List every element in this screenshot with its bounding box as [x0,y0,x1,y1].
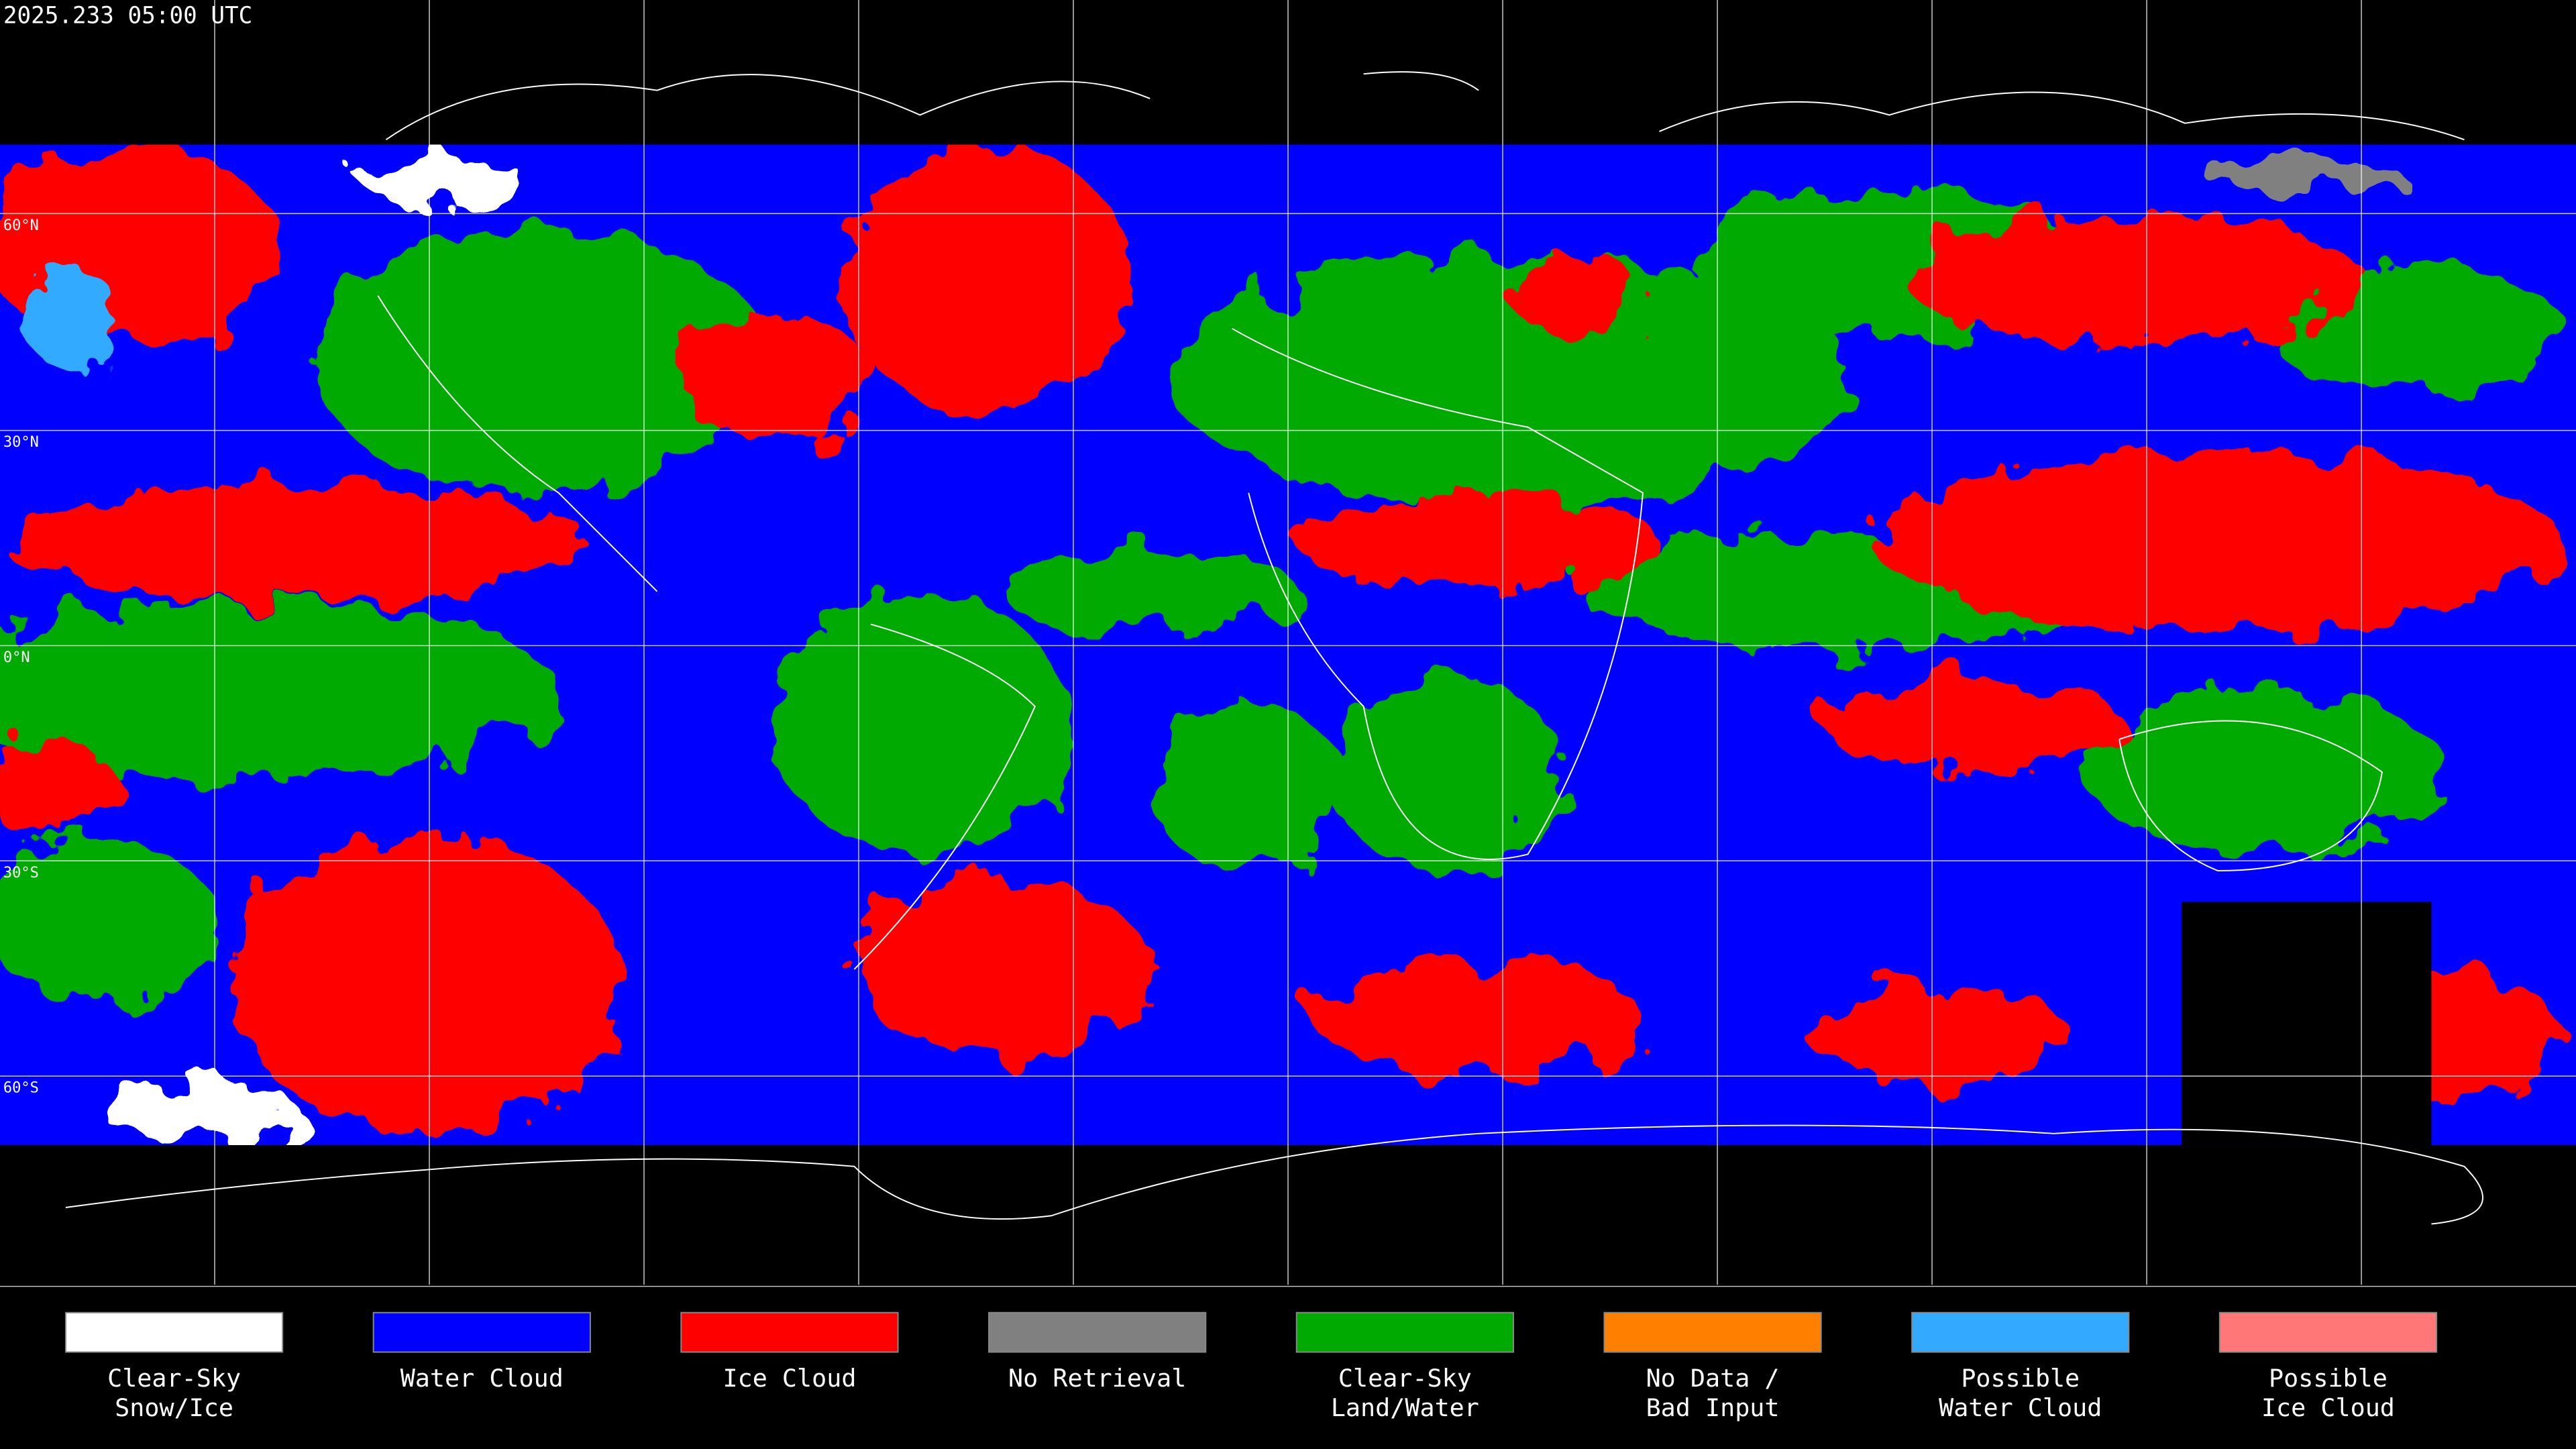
legend-swatch [2218,1311,2438,1353]
legend-label: Bad Input [1646,1393,1780,1422]
legend-swatch [1603,1311,1822,1353]
legend-swatch [680,1311,899,1353]
legend-label: No Data / [1646,1364,1780,1393]
clear-sky-regions [0,189,2563,1002]
legend-label: Possible [1961,1364,2080,1393]
ice-cloud-regions [0,148,2563,1134]
coastlines [65,71,2483,1225]
legend-label: Clear-Sky [1338,1364,1472,1393]
missing-data-block [2182,902,2432,1145]
legend-label: Water Cloud [400,1364,564,1393]
latitude-label: 30°N [3,434,39,451]
legend-label: Ice Cloud [2261,1393,2395,1422]
no-retrieval-regions [2201,152,2399,193]
legend-label: No Retrieval [1008,1364,1186,1393]
latitude-labels: 60°N 30°N 0°N 30°S 60°S [3,217,39,1097]
legend-swatch [988,1311,1207,1353]
snow-ice-regions [98,156,526,1139]
legend-label: Land/Water [1331,1393,1479,1422]
legend-label: Water Cloud [1939,1393,2102,1422]
legend-swatch [1911,1311,2130,1353]
cloud-field [0,148,2563,1139]
latitude-label: 0°N [3,649,30,666]
timestamp: 2025.233 05:00 UTC [3,2,252,29]
legend-label: Ice Cloud [722,1364,856,1393]
legend-label: Snow/Ice [115,1393,233,1422]
legend-swatch [1295,1311,1514,1353]
possible-water-regions [24,271,123,370]
latitude-label: 60°S [3,1080,39,1097]
latitude-label: 60°N [3,217,39,234]
latitude-label: 30°S [3,865,39,881]
graticule [0,0,2576,1287]
legend-label: Clear-Sky [107,1364,241,1393]
legend-swatch [64,1311,284,1353]
legend-label: Possible [2269,1364,2387,1393]
legend-swatch [372,1311,591,1353]
